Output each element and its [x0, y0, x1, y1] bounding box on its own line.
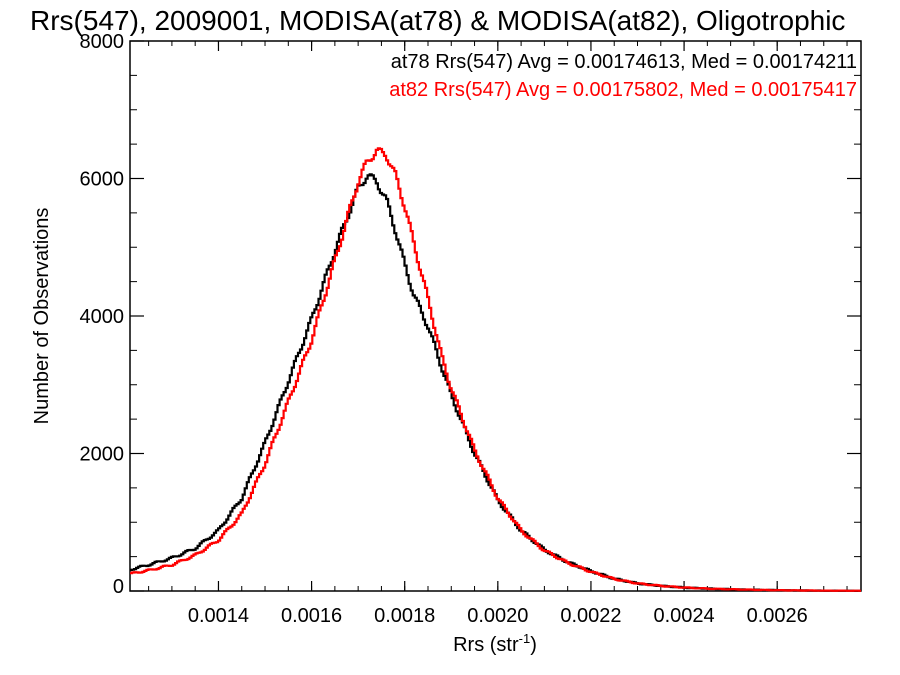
x-tick-label: 0.0018 [374, 605, 435, 627]
y-tick-label: 6000 [80, 169, 125, 191]
series-lines [130, 147, 861, 592]
y-tick-label: 2000 [80, 444, 125, 466]
series-line-at78 [130, 173, 861, 592]
y-tick-label: 4000 [80, 306, 125, 328]
x-tick-label: 0.0022 [560, 605, 621, 627]
y-axis-label: Number of Observations [31, 208, 53, 425]
y-tick-label: 8000 [80, 31, 125, 53]
x-tick-label: 0.0026 [747, 605, 808, 627]
legend-entry-at82: at82 Rrs(547) Avg = 0.00175802, Med = 0.… [389, 79, 857, 101]
series-line-at82 [130, 147, 861, 592]
chart-title: Rrs(547), 2009001, MODISA(at78) & MODISA… [30, 5, 845, 36]
y-tick-label: 0 [113, 576, 124, 598]
x-axis-label: Rrs (str-1) [453, 631, 537, 656]
legend-entry-at78: at78 Rrs(547) Avg = 0.00174613, Med = 0.… [391, 51, 857, 73]
x-tick-label: 0.0024 [653, 605, 714, 627]
x-tick-label: 0.0020 [467, 605, 528, 627]
plot-frame [129, 40, 862, 592]
x-tick-label: 0.0014 [188, 605, 249, 627]
axis-ticks: 0.0014 0.0016 0.0018 0.0020 0.0022 0.0024 0.00… [80, 31, 861, 627]
legend: at78 Rrs(547) Avg = 0.00174613, Med = 0.… [389, 51, 857, 101]
x-tick-label: 0.0016 [281, 605, 342, 627]
